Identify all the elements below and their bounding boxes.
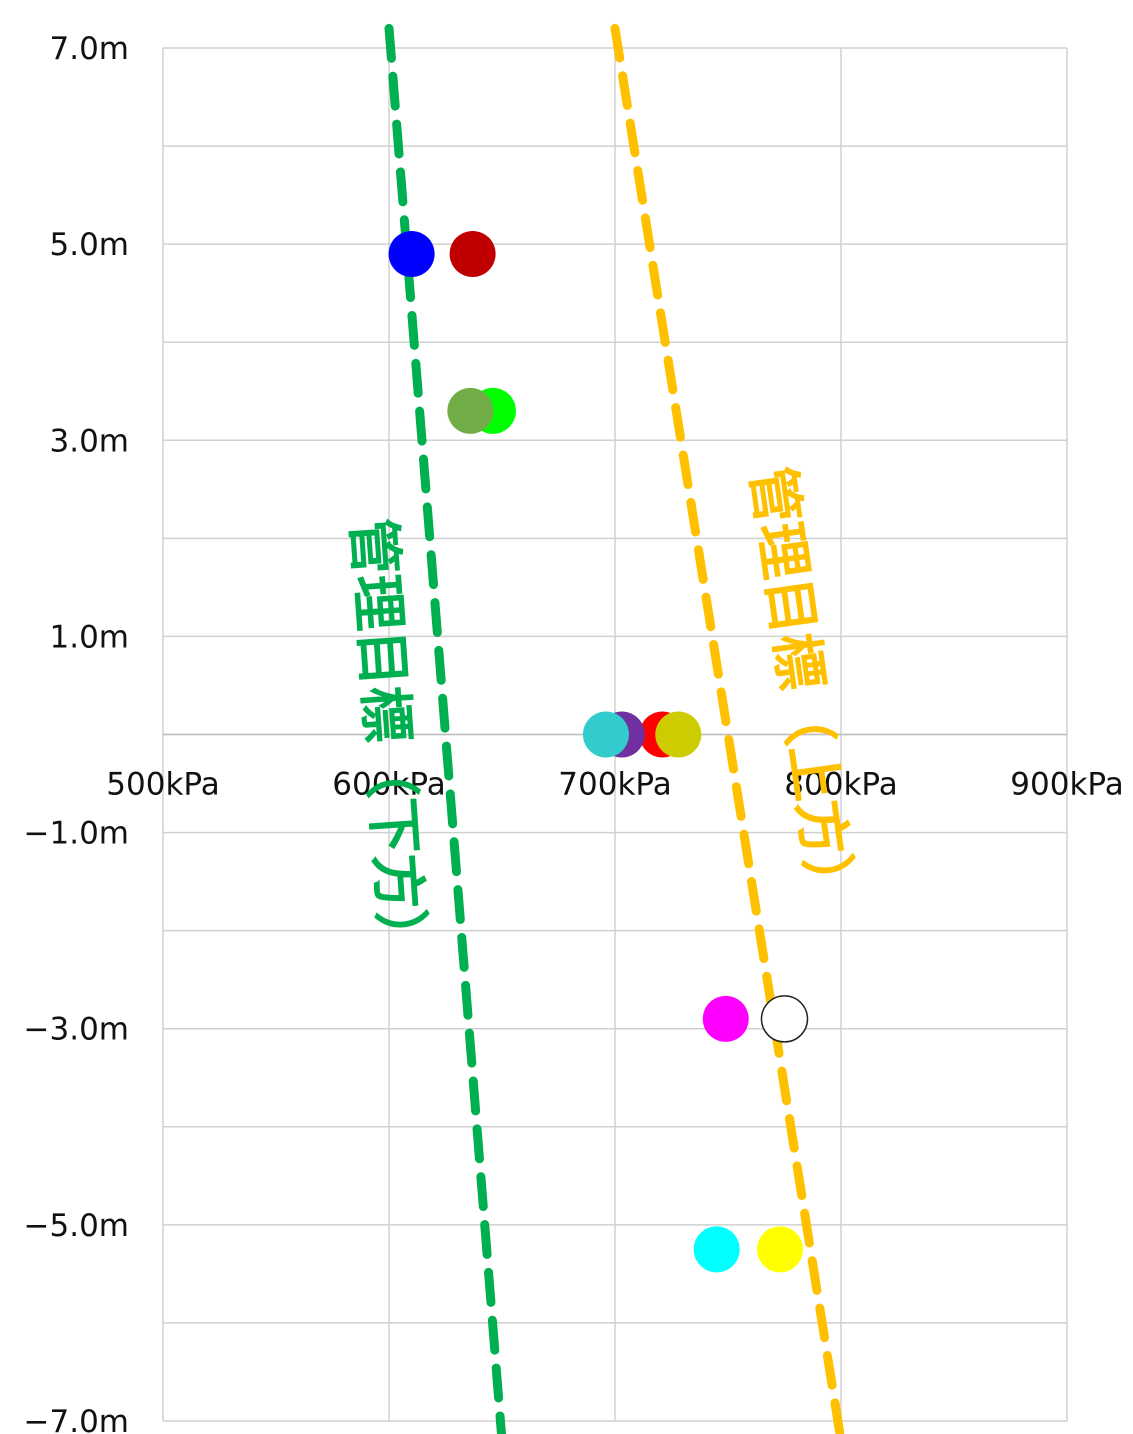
x-tick-label: 900kPa (1010, 767, 1123, 803)
upper-target-line (610, 23, 845, 1434)
x-tick-label: 700kPa (558, 767, 671, 803)
y-tick-labels: 7.0m 5.0m 3.0m 1.0m −1.0m −3.0m −5.0m −7.0m (24, 31, 129, 1434)
x-tick-labels: 500kPa 600kPa 700kPa 800kPa 900kPa (106, 767, 1123, 803)
grid (162, 47, 1068, 1422)
data-point (447, 387, 494, 434)
x-tick-label: 600kPa (332, 767, 445, 803)
data-point (449, 230, 496, 277)
y-tick-label: −1.0m (24, 816, 129, 852)
y-tick-label: 7.0m (50, 31, 130, 67)
data-point (760, 995, 809, 1043)
x-tick-label: 500kPa (106, 767, 219, 803)
y-tick-label: −7.0m (24, 1404, 129, 1434)
y-tick-label: 5.0m (50, 227, 130, 263)
data-point (582, 711, 629, 758)
data-point (702, 995, 749, 1042)
y-tick-label: 1.0m (50, 619, 130, 655)
data-point (655, 711, 702, 758)
data-point (388, 230, 435, 277)
lower-target-label: 管理目標（下方） (339, 516, 435, 967)
y-tick-label: 3.0m (50, 423, 130, 459)
data-point (756, 1226, 803, 1273)
data-point (693, 1226, 740, 1273)
y-tick-label: −3.0m (24, 1012, 129, 1048)
y-tick-label: −5.0m (24, 1208, 129, 1244)
upper-target-label: 管理目標（上方） (738, 463, 865, 916)
x-tick-label: 800kPa (784, 767, 897, 803)
data-points (388, 230, 809, 1273)
